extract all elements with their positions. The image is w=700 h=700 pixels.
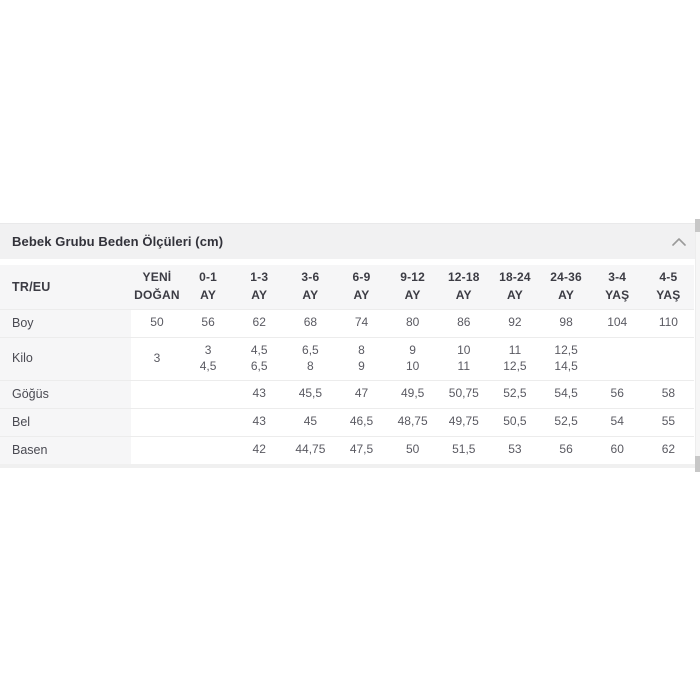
table-cell: 62 [642,436,694,464]
table-cell: 86 [438,309,490,337]
table-cell: 50 [387,436,439,464]
table-cell: 74 [335,309,388,337]
table-row-boy: Boy 50 56 62 68 74 80 86 92 98 104 110 [0,309,694,337]
column-header: 24-36 AY [540,265,592,309]
table-cell: 49,5 [387,380,439,408]
table-cell: 3 4,5 [182,337,234,380]
table-cell: 56 [591,380,643,408]
table-cell: 80 [387,309,439,337]
table-cell: 50,75 [438,380,490,408]
column-header: 0-1 AY [182,265,234,309]
table-row-gogus: Göğüs 43 45,5 47 49,5 50,75 52,5 54,5 56 58 [0,380,694,408]
table-cell: 50 [131,309,183,337]
table-cell: 55 [642,408,694,436]
column-header: YENİ DOĞAN [131,265,183,309]
table-cell: 8 9 [335,337,388,380]
column-header: 6-9 AY [335,265,388,309]
table-row-basen: Basen 42 44,75 47,5 50 51,5 53 56 60 62 [0,436,694,464]
table-cell: 56 [540,436,592,464]
table-cell: 47,5 [335,436,388,464]
table-cell: 44,75 [284,436,336,464]
table-cell: 3 [131,337,183,380]
table-row-bel: Bel 43 45 46,5 48,75 49,75 50,5 52,5 54 55 [0,408,694,436]
column-header: 4-5 YAŞ [642,265,694,309]
row-label: Göğüs [0,380,132,408]
column-header: 9-12 AY [387,265,439,309]
table-cell [591,337,643,380]
spacer [0,259,700,265]
table-cell: 51,5 [438,436,490,464]
column-header: 3-6 AY [284,265,336,309]
accordion-header-bebek-grubu[interactable]: Bebek Grubu Beden Ölçüleri (cm) [0,223,700,259]
next-section-edge [0,464,700,468]
table-cell: 54 [591,408,643,436]
size-table: TR/EU YENİ DOĞAN 0-1 AY 1-3 AY 3-6 AY 6-9 AY… [0,265,694,464]
table-cell: 42 [233,436,285,464]
row-label: Boy [0,309,132,337]
table-cell: 10 11 [438,337,490,380]
table-cell: 52,5 [489,380,541,408]
table-cell: 9 10 [387,337,439,380]
column-header: 18-24 AY [489,265,541,309]
table-cell [131,408,183,436]
table-cell: 6,5 8 [284,337,336,380]
table-cell: 68 [284,309,336,337]
table-cell: 46,5 [335,408,388,436]
table-cell: 52,5 [540,408,592,436]
accordion-title: Bebek Grubu Beden Ölçüleri (cm) [12,234,224,249]
chevron-up-icon[interactable] [672,237,686,246]
scrollbar[interactable] [695,219,700,472]
table-cell: 50,5 [489,408,541,436]
table-cell: 45,5 [284,380,336,408]
table-cell: 49,75 [438,408,490,436]
table-cell: 110 [642,309,694,337]
table-cell [131,380,183,408]
table-cell: 92 [489,309,541,337]
size-guide-panel: Bebek Grubu Beden Ölçüleri (cm) TR/EU YE… [0,223,700,468]
table-cell: 53 [489,436,541,464]
table-cell: 43 [233,408,285,436]
corner-header: TR/EU [0,265,132,309]
table-cell: 104 [591,309,643,337]
table-cell: 58 [642,380,694,408]
table-cell [642,337,694,380]
table-cell: 45 [284,408,336,436]
table-header-row: TR/EU YENİ DOĞAN 0-1 AY 1-3 AY 3-6 AY 6-9 AY… [0,265,694,309]
scrollbar-thumb[interactable] [695,219,700,232]
table-cell: 98 [540,309,592,337]
table-cell [182,436,234,464]
table-cell [131,436,183,464]
column-header: 12-18 AY [438,265,490,309]
table-cell: 60 [591,436,643,464]
column-header: 1-3 AY [233,265,285,309]
table-cell: 11 12,5 [489,337,541,380]
table-cell: 43 [233,380,285,408]
row-label: Bel [0,408,132,436]
table-cell [182,380,234,408]
column-header: 3-4 YAŞ [591,265,643,309]
scrollbar-thumb[interactable] [695,456,700,472]
table-cell: 54,5 [540,380,592,408]
table-cell [182,408,234,436]
row-label: Basen [0,436,132,464]
table-cell: 56 [182,309,234,337]
table-cell: 62 [233,309,285,337]
table-cell: 47 [335,380,388,408]
table-cell: 4,5 6,5 [233,337,285,380]
table-cell: 12,5 14,5 [540,337,592,380]
table-cell: 48,75 [387,408,439,436]
row-label: Kilo [0,337,132,380]
